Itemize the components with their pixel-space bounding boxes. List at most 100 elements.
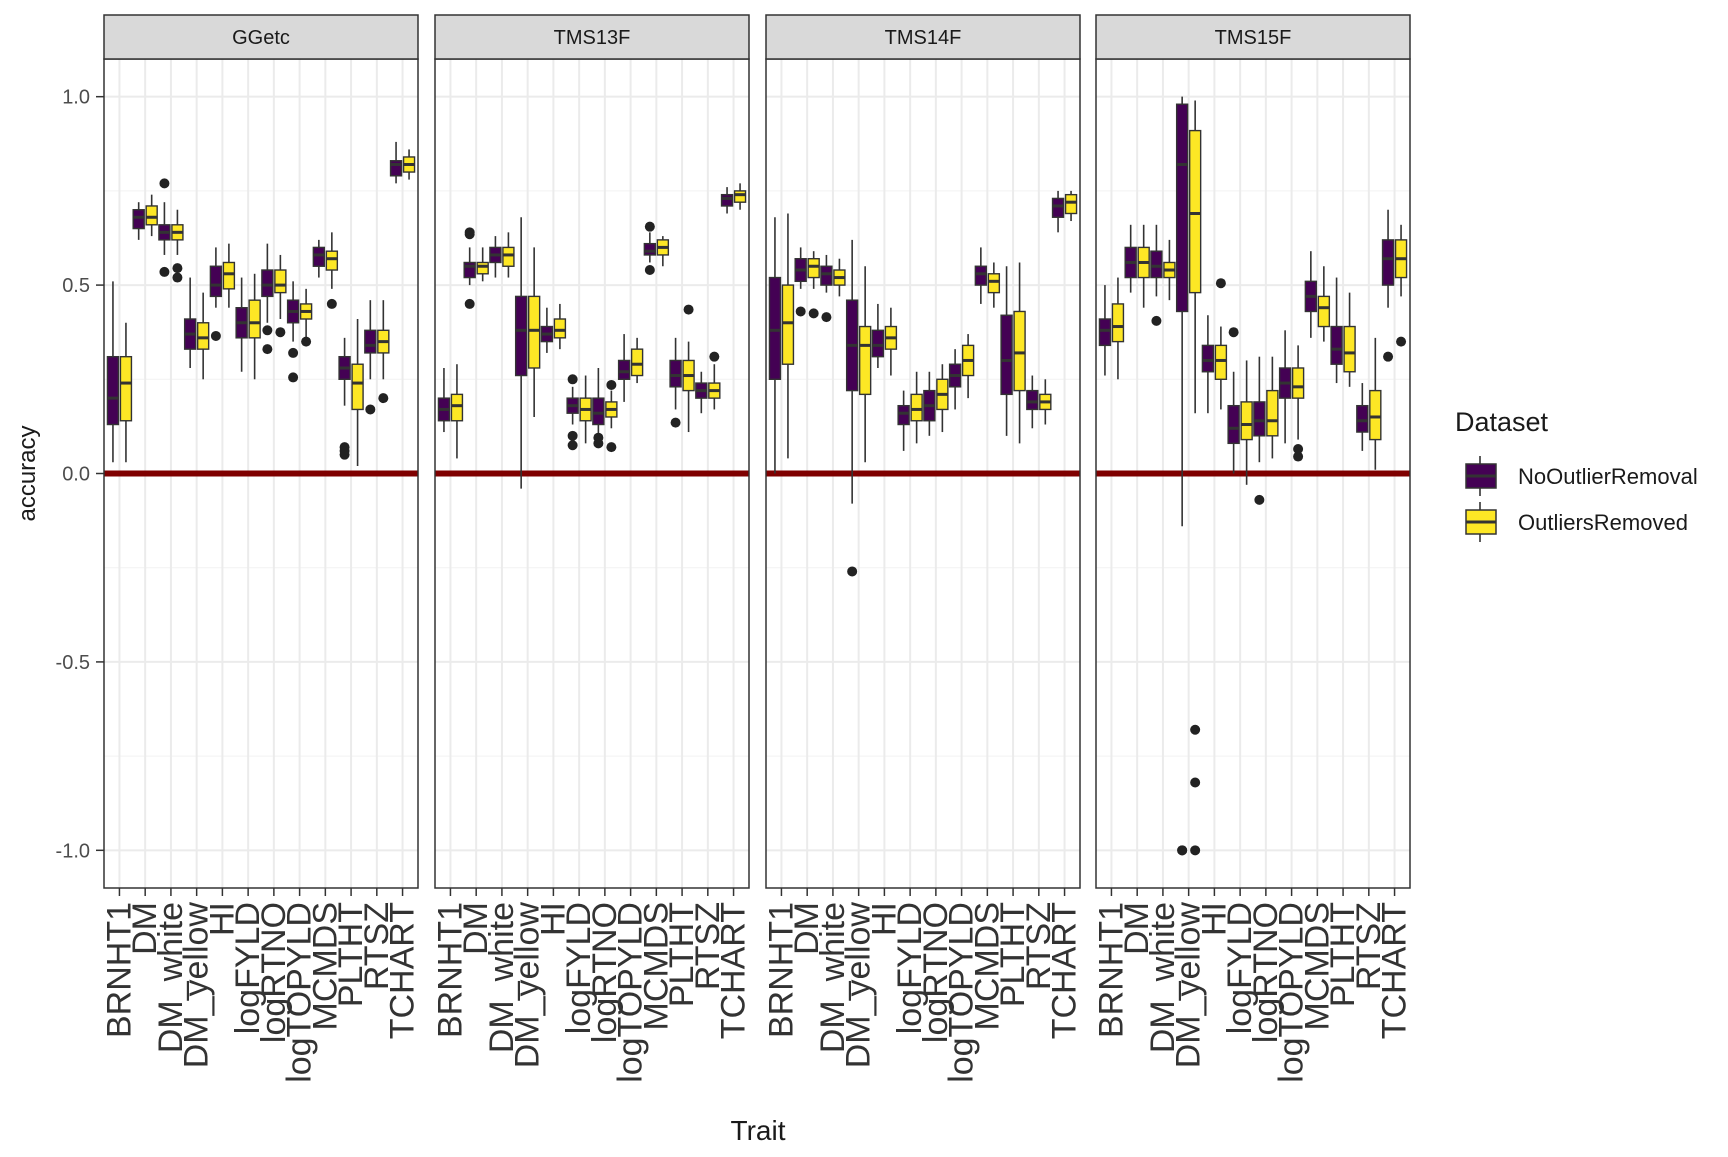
- x-tick-label: HI: [865, 902, 903, 936]
- x-tick-label: HI: [1195, 902, 1233, 936]
- box-brnht1-nooutlierremoval: [768, 276, 782, 380]
- box-rtsz-outliersremoved: [1369, 389, 1382, 441]
- outlier-point: [1190, 845, 1201, 856]
- x-tick-label: DM: [457, 902, 495, 955]
- outlier-point: [159, 178, 170, 189]
- box-pltht-nooutlierremoval: [1330, 325, 1343, 365]
- x-tick-label: RTSZ: [358, 902, 396, 990]
- y-tick-label: -0.5: [56, 652, 90, 674]
- x-tick-label: DM: [1118, 902, 1156, 955]
- x-tick-label: RTSZ: [689, 902, 727, 990]
- outlier-point: [1293, 451, 1304, 462]
- legend-entry-label: NoOutlierRemoval: [1518, 464, 1698, 489]
- x-tick-label: TCHART: [384, 902, 422, 1039]
- outlier-point: [210, 330, 221, 341]
- x-tick-label: logRTNO: [917, 902, 955, 1043]
- x-tick-label: DM: [788, 902, 826, 955]
- x-tick-label: logFYLD: [891, 902, 929, 1034]
- box-tchart-nooutlierremoval: [389, 160, 403, 177]
- box-logfyld-nooutlierremoval: [897, 404, 910, 426]
- box-logrtno-outliersremoved: [1266, 389, 1279, 437]
- box-pltht-nooutlierremoval: [1000, 314, 1013, 396]
- box-hi-outliersremoved: [1214, 344, 1228, 380]
- x-tick-label: BRNHT1: [100, 902, 138, 1038]
- box-pltht-outliersremoved: [351, 363, 364, 411]
- x-tick-label: HI: [203, 902, 241, 936]
- box-dm_yellow-outliersremoved: [1188, 129, 1202, 294]
- box-logfyld-nooutlierremoval: [1227, 404, 1240, 445]
- box-rtsz-nooutlierremoval: [1356, 404, 1369, 433]
- x-tick-label: MCMDS: [1298, 902, 1336, 1030]
- x-tick-label: DM_yellow: [509, 902, 547, 1069]
- x-tick-label: RTSZ: [1350, 902, 1388, 990]
- x-tick-label: DM_yellow: [840, 902, 878, 1069]
- outlier-point: [1228, 327, 1239, 338]
- outlier-point: [644, 265, 655, 276]
- facet-panel-tms14f: TMS14F BRNHT1DMDM_whiteDM_yellowHIlogFYLD…: [762, 14, 1084, 1083]
- x-tick-label: PLTHT: [1324, 902, 1362, 1007]
- x-tick-label: logTOPYLD: [612, 902, 650, 1083]
- x-tick-label: DM: [126, 902, 164, 955]
- box-dm_yellow-outliersremoved: [527, 295, 541, 369]
- outlier-point: [1190, 724, 1201, 735]
- outlier-point: [795, 306, 806, 317]
- x-tick-label: logRTNO: [1247, 902, 1285, 1043]
- box-tchart-nooutlierremoval: [1381, 239, 1395, 286]
- outlier-point: [567, 430, 578, 441]
- outlier-point: [275, 327, 286, 338]
- x-tick-label: HI: [534, 902, 572, 936]
- x-tick-label: DM_white: [814, 902, 852, 1053]
- box-brnht1-outliersremoved: [781, 284, 795, 365]
- facet-strip-label: GGetc: [232, 27, 290, 49]
- legend: Dataset NoOutlierRemoval OutliersRemoved: [1455, 407, 1698, 542]
- box-brnht1-outliersremoved: [119, 355, 133, 422]
- outlier-point: [159, 266, 170, 277]
- y-tick-label: -1.0: [56, 840, 90, 862]
- box-logtopyld-nooutlierremoval: [617, 359, 631, 380]
- box-tchart-nooutlierremoval: [1051, 197, 1065, 218]
- box-hi-outliersremoved: [222, 261, 236, 290]
- outlier-point: [847, 566, 858, 577]
- facet-strip: [103, 14, 419, 60]
- x-tick-label: DM_white: [152, 902, 190, 1053]
- x-tick-label: MCMDS: [637, 902, 675, 1030]
- box-hi-outliersremoved: [553, 318, 567, 339]
- box-dm_yellow-outliersremoved: [196, 322, 210, 350]
- outlier-point: [683, 304, 694, 315]
- outlier-point: [288, 347, 299, 358]
- outlier-point: [567, 374, 578, 385]
- outlier-point: [821, 312, 832, 323]
- box-mcmds-nooutlierremoval: [974, 265, 988, 286]
- box-brnht1-outliersremoved: [1111, 303, 1125, 343]
- outlier-point: [262, 344, 273, 355]
- outlier-point: [606, 442, 617, 453]
- facet-strip: [434, 14, 750, 60]
- box-tchart-outliersremoved: [733, 190, 747, 203]
- box-logfyld-outliersremoved: [1240, 401, 1253, 441]
- x-axis-title: Trait: [731, 1115, 786, 1146]
- facet-strip-label: TMS13F: [554, 27, 631, 49]
- box-logtopyld-outliersremoved: [630, 348, 644, 377]
- box-hi-nooutlierremoval: [209, 265, 223, 298]
- outlier-point: [172, 263, 183, 274]
- box-dm_white-nooutlierremoval: [1150, 250, 1163, 279]
- box-mcmds-outliersremoved: [325, 250, 339, 271]
- box-brnht1-outliersremoved: [450, 393, 464, 422]
- outlier-point: [365, 404, 376, 415]
- outlier-point: [644, 221, 655, 232]
- outlier-point: [172, 272, 183, 283]
- outlier-point: [464, 298, 475, 309]
- x-tick-label: MCMDS: [968, 902, 1006, 1030]
- box-rtsz-nooutlierremoval: [1026, 389, 1039, 411]
- box-dm-outliersremoved: [807, 258, 820, 279]
- x-tick-label: DM_white: [483, 902, 521, 1053]
- legend-entry-label: OutliersRemoved: [1518, 510, 1688, 535]
- outlier-point: [1383, 351, 1394, 362]
- box-mcmds-outliersremoved: [1317, 295, 1331, 328]
- box-logrtno-nooutlierremoval: [261, 269, 274, 298]
- outlier-point: [1151, 315, 1162, 326]
- box-dm-nooutlierremoval: [463, 261, 476, 279]
- x-tick-label: DM_white: [1144, 902, 1182, 1053]
- facet-panel-tms15f: TMS15F BRNHT1DMDM_whiteDM_yellowHIlogFYLD…: [1092, 14, 1414, 1083]
- x-tick-label: BRNHT1: [431, 902, 469, 1038]
